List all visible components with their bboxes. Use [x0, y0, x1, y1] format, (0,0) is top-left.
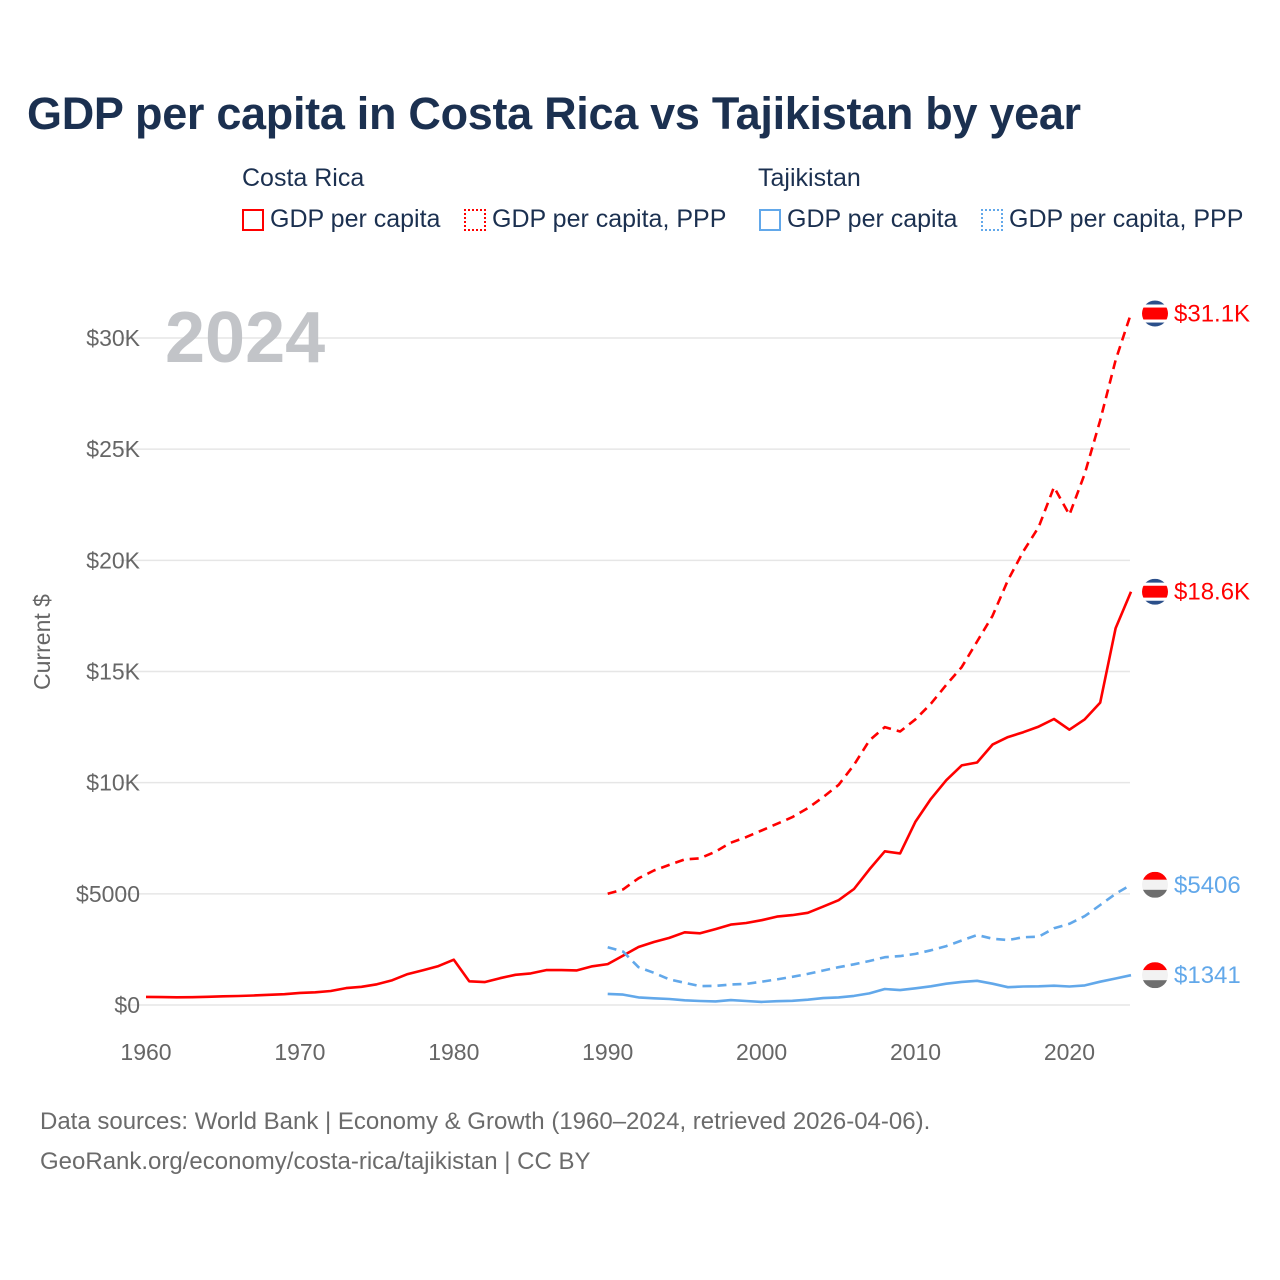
- legend-swatch-solid-icon: [242, 208, 264, 231]
- legend-label: GDP per capita, PPP: [1009, 205, 1244, 233]
- y-tick-label: $10K: [86, 770, 140, 796]
- series-line-1: [607, 313, 1133, 896]
- flag-stripe: [1142, 962, 1168, 971]
- x-tick-label: 1990: [582, 1039, 633, 1065]
- chart-title: GDP per capita in Costa Rica vs Tajikist…: [27, 88, 1081, 139]
- flag-stripe: [1142, 889, 1168, 898]
- x-tick-label: 1960: [120, 1039, 171, 1065]
- y-tick-label: $0: [114, 992, 140, 1018]
- legend-item-costa-rica-gdp[interactable]: GDP per capita: [242, 205, 440, 234]
- legend-label: GDP per capita: [270, 205, 441, 233]
- flag-stripe: [1142, 597, 1168, 601]
- legend-swatch-dotted-icon: [981, 208, 1003, 231]
- costa-rica-flag-icon: [1142, 578, 1168, 605]
- end-value-label: $1341: [1174, 962, 1241, 989]
- costa-rica-flag-icon: [1142, 300, 1168, 327]
- flag-stripe: [1142, 970, 1168, 981]
- legend-swatch-solid-icon: [759, 208, 781, 231]
- flag-stripes: [1142, 300, 1168, 327]
- x-tick-label: 2010: [890, 1039, 941, 1065]
- legend-swatch-dotted-icon: [464, 208, 486, 231]
- y-tick-label: $5000: [76, 881, 140, 907]
- series-line-2: [607, 973, 1132, 1004]
- series-line-3: [607, 883, 1132, 988]
- flag-stripe: [1142, 600, 1168, 605]
- y-tick-label: $20K: [86, 547, 140, 573]
- x-tick-label: 1980: [428, 1039, 479, 1065]
- legend-group-costa-rica: Costa Rica: [242, 164, 365, 192]
- flag-stripes: [1142, 871, 1168, 898]
- footer-link[interactable]: GeoRank.org/economy/costa-rica/tajikista…: [40, 1148, 591, 1175]
- footer-sources: Data sources: World Bank | Economy & Gro…: [40, 1108, 931, 1135]
- flag-stripe: [1142, 307, 1168, 320]
- end-value-label: $18.6K: [1174, 579, 1250, 606]
- y-tick-label: $15K: [86, 659, 140, 685]
- legend-group-tajikistan: Tajikistan: [758, 164, 861, 192]
- legend-label: GDP per capita, PPP: [492, 205, 727, 233]
- legend-item-tajikistan-gdp[interactable]: GDP per capita: [759, 205, 957, 234]
- flag-stripe: [1142, 578, 1168, 583]
- tajikistan-flag-icon: [1142, 871, 1168, 898]
- legend-item-tajikistan-ppp[interactable]: GDP per capita, PPP: [981, 205, 1243, 234]
- x-tick-label: 2020: [1044, 1039, 1095, 1065]
- year-watermark: 2024: [165, 298, 325, 378]
- flag-stripe: [1142, 304, 1168, 308]
- flag-stripe: [1142, 319, 1168, 323]
- legend-label: GDP per capita: [787, 205, 958, 233]
- flag-stripes: [1142, 962, 1168, 989]
- flag-stripe: [1142, 585, 1168, 598]
- y-tick-label: $30K: [86, 325, 140, 351]
- end-value-label: $5406: [1174, 872, 1241, 899]
- flag-stripe: [1142, 322, 1168, 327]
- flag-stripe: [1142, 582, 1168, 586]
- x-tick-label: 2000: [736, 1039, 787, 1065]
- tajikistan-flag-icon: [1142, 962, 1168, 989]
- flag-stripes: [1142, 578, 1168, 605]
- end-value-label: $31.1K: [1174, 301, 1250, 328]
- flag-stripe: [1142, 300, 1168, 305]
- legend-item-costa-rica-ppp[interactable]: GDP per capita, PPP: [464, 205, 726, 234]
- series-line-0: [145, 591, 1133, 999]
- flag-stripe: [1142, 879, 1168, 890]
- y-axis-label: Current $: [29, 594, 55, 690]
- flag-stripe: [1142, 871, 1168, 880]
- flag-stripe: [1142, 980, 1168, 989]
- y-tick-label: $25K: [86, 436, 140, 462]
- x-tick-label: 1970: [274, 1039, 325, 1065]
